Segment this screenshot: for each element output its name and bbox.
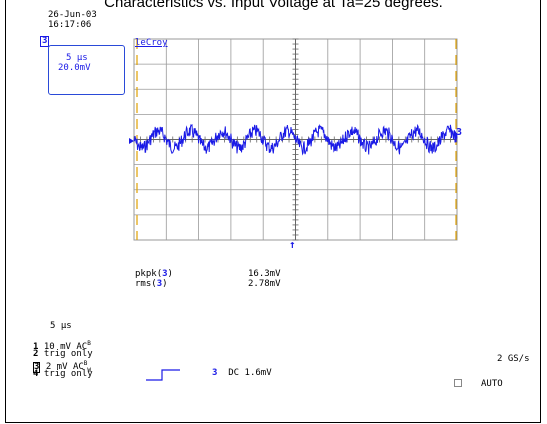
trace-box-channel[interactable]: 3: [40, 36, 50, 47]
trigger-level: 1.6mV: [244, 368, 272, 378]
trace-box-volts-div: 20.0mV: [58, 63, 91, 73]
measurement-pkpk-value: 16.3mV: [248, 269, 281, 279]
trigger-coupling: DC: [228, 368, 240, 378]
screen-frame: [5, 0, 541, 423]
measurement-rms[interactable]: rms(3): [135, 279, 168, 289]
trace-box-timebase: 5 µs: [66, 53, 88, 63]
acquisition-time: 16:17:06: [48, 20, 92, 30]
measurement-rms-value: 2.78mV: [248, 279, 281, 289]
trigger-setting[interactable]: 3 DC 1.6mV: [212, 368, 272, 378]
trace-descriptor-box[interactable]: [48, 45, 125, 95]
channel-4-number: 4: [33, 369, 39, 379]
trigger-slope-icon[interactable]: [146, 368, 182, 384]
sample-rate: 2 GS/s: [497, 354, 530, 364]
channel-2-number: 2: [33, 349, 39, 359]
timebase-label: 5 µs: [50, 321, 72, 331]
measurement-pkpk-label: pkpk: [135, 269, 157, 279]
channel-3-setting[interactable]: 3 2 mV ACBW: [33, 360, 92, 374]
channel-1-number: 1: [33, 342, 39, 352]
channel-4-setting[interactable]: 4 trig only: [33, 369, 93, 379]
auto-mode-indicator-icon: [454, 379, 462, 387]
trigger-position-marker[interactable]: ↑: [289, 238, 296, 251]
channel-3-marker[interactable]: 3: [456, 127, 463, 138]
page-title: Characteristics vs. Input Voltage at Ta=…: [104, 0, 443, 11]
measurement-pkpk-channel: 3: [162, 269, 168, 279]
channel-2-setting[interactable]: 2 trig only: [33, 349, 93, 359]
trigger-mode[interactable]: AUTO: [481, 379, 503, 389]
ground-level-marker[interactable]: [129, 138, 134, 144]
measurement-pkpk[interactable]: pkpk(3): [135, 269, 173, 279]
acquisition-date: 26-Jun-03: [48, 10, 97, 20]
measurement-rms-label: rms: [135, 279, 152, 289]
trigger-channel: 3: [212, 368, 218, 378]
brand-label: leCroy: [135, 38, 168, 48]
measurement-rms-channel: 3: [156, 279, 163, 289]
channel-1-setting[interactable]: 1 10 mV ACB: [33, 340, 91, 352]
channel-3-waveform: [133, 123, 458, 156]
